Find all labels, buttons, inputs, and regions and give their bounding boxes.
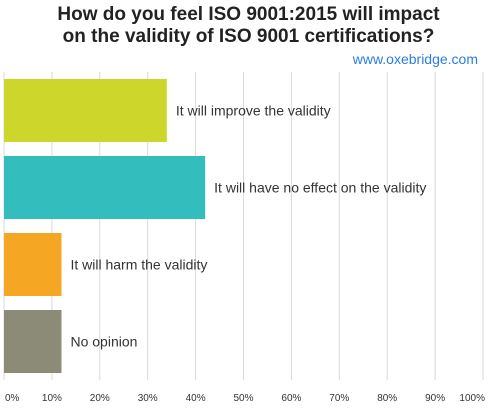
x-tick-label: 20% bbox=[90, 393, 110, 404]
x-tick-label: 70% bbox=[329, 393, 349, 404]
bar-label: It will harm the validity bbox=[70, 257, 207, 273]
x-tick-label: 80% bbox=[377, 393, 397, 404]
x-tick-label: 60% bbox=[281, 393, 301, 404]
bar-label: No opinion bbox=[70, 334, 137, 350]
bar[interactable] bbox=[4, 233, 62, 296]
x-tick-label: 90% bbox=[425, 393, 445, 404]
bar[interactable] bbox=[4, 79, 167, 142]
bar-label: It will improve the validity bbox=[176, 103, 331, 119]
bar-label: It will have no effect on the validity bbox=[214, 180, 426, 196]
watermark-link[interactable]: www.oxebridge.com bbox=[352, 51, 478, 67]
x-tick-label: 30% bbox=[138, 393, 158, 404]
chart-title-line-1: How do you feel ISO 9001:2015 will impac… bbox=[57, 4, 440, 25]
x-tick-label: 0% bbox=[5, 393, 20, 404]
bar[interactable] bbox=[4, 156, 206, 219]
chart-title: How do you feel ISO 9001:2015 will impac… bbox=[0, 4, 497, 48]
bar[interactable] bbox=[4, 310, 62, 373]
chart-title-line-2: on the validity of ISO 9001 certificatio… bbox=[62, 26, 435, 47]
x-tick-label: 40% bbox=[186, 393, 206, 404]
x-tick-label: 10% bbox=[42, 393, 62, 404]
x-tick-label: 50% bbox=[233, 393, 253, 404]
x-tick-label: 100% bbox=[459, 393, 485, 404]
